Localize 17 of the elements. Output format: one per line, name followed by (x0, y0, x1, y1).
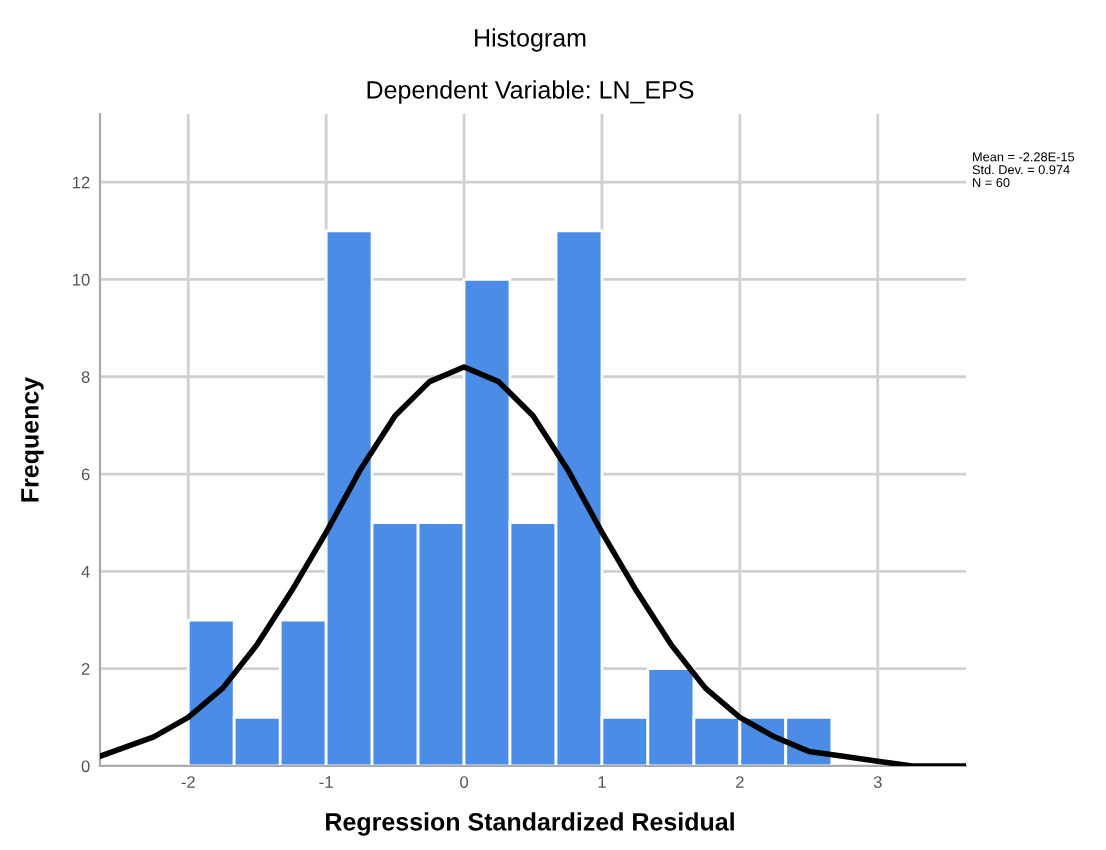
x-tick-label: 1 (598, 776, 606, 788)
y-axis-title: Frequency (21, 376, 44, 502)
x-tick-label: 0 (460, 776, 469, 788)
y-tick-label: 8 (81, 371, 90, 383)
chart-title: Histogram (475, 28, 586, 52)
y-tick-label: 2 (81, 663, 90, 675)
x-tick-label: -1 (319, 776, 333, 788)
chart-subtitle: Dependent Variable: LN_EPS (367, 80, 694, 104)
x-tick-label: 2 (736, 776, 744, 788)
y-tick-label: 0 (81, 760, 90, 773)
x-tick-label: 3 (873, 776, 882, 788)
y-tick-label: 6 (81, 468, 90, 481)
y-tick-label: 4 (81, 565, 90, 578)
y-tick-label: 12 (73, 176, 90, 189)
x-axis-title: Regression Standardized Residual (326, 812, 734, 836)
y-tick-label: 10 (73, 273, 90, 286)
x-tick-label: -2 (181, 776, 195, 788)
